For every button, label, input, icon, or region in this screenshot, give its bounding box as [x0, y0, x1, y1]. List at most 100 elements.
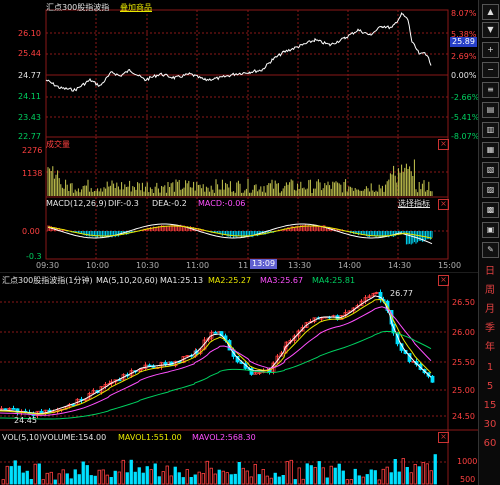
candle-body [147, 364, 152, 367]
kline-volume-bar [433, 454, 437, 485]
time-axis-label: 14:30 [388, 261, 412, 270]
settings-icon[interactable]: ▣ [482, 222, 499, 238]
price-axis-label: 24.77 [18, 71, 41, 80]
book-icon[interactable]: ▩ [482, 202, 499, 218]
period-60min[interactable]: 60 [483, 438, 497, 449]
low-price-label: 24.45 [14, 416, 37, 425]
period-month[interactable]: 月 [485, 304, 495, 315]
kline-volume-bar [129, 459, 133, 485]
candle-body [371, 292, 376, 297]
zoom-out-icon[interactable]: − [482, 62, 499, 78]
kline-volume-bar [93, 475, 97, 485]
period-30min[interactable]: 30 [483, 419, 497, 430]
pct-axis-label: -8.07% [451, 132, 480, 141]
table-icon[interactable]: ▦ [482, 142, 499, 158]
time-axis-label: 10:30 [136, 261, 160, 270]
period-1min[interactable]: 1 [486, 362, 494, 373]
kline-volume-bar [169, 475, 173, 485]
pct-axis-label: 8.07% [451, 9, 477, 18]
kline-volume-bar [1, 479, 5, 485]
macd-select-indicator[interactable]: 选择指标 [398, 199, 430, 208]
volume-title: 成交量 [46, 140, 70, 149]
zoom-in-icon[interactable]: + [482, 42, 499, 58]
kline-volume-bar [225, 472, 229, 485]
kline-volume-bar [389, 472, 393, 485]
kline-volume-bar [109, 476, 113, 485]
crosshair-time-tag: 13:09 [250, 259, 278, 269]
kline-volume-bar [213, 473, 217, 485]
macd-title: MACD(12,26,9) [46, 199, 107, 208]
kline-volume-bar [5, 465, 9, 485]
kline-volume-bar [49, 471, 53, 485]
kline-volume-bar [257, 474, 261, 485]
kline-chart[interactable]: 汇点300股指波指(1分钟) MA(5,10,20,60) MA1:25.13 … [0, 272, 478, 485]
kline-volume-bar [201, 472, 205, 485]
kline-volume-bar [25, 470, 29, 485]
kline-volume-bar [77, 474, 81, 485]
kline-volume-bar [241, 467, 245, 485]
kline-volume-bar [105, 474, 109, 485]
pct-axis-label: -5.41% [451, 113, 480, 122]
vol-axis-label: 1000 [457, 457, 478, 466]
layout-icon[interactable]: ▧ [482, 162, 499, 178]
scroll-down-icon[interactable]: ▼ [482, 22, 499, 38]
current-price-tag: 25.89 [450, 37, 477, 47]
kline-axis-label: 26.50 [452, 298, 475, 307]
candle-body [11, 407, 16, 410]
note-icon[interactable]: ▤ [482, 102, 499, 118]
scroll-up-icon[interactable]: ▲ [482, 4, 499, 20]
close-macd-icon[interactable]: × [438, 199, 449, 210]
close-volume-icon[interactable]: × [438, 139, 449, 150]
pct-axis-label: -2.66% [451, 93, 480, 102]
kline-volume-bar [81, 461, 85, 485]
kline-volume-bar [41, 479, 45, 485]
kline-volume-bar [173, 466, 177, 485]
kline-volume-bar [341, 470, 345, 485]
candle-body [121, 374, 126, 381]
candle-body [227, 340, 232, 351]
kline-volume-bar [273, 472, 277, 485]
kline-volume-bar [193, 474, 197, 485]
kline-volume-bar [293, 479, 297, 485]
kline-volume-bar [361, 476, 365, 485]
macd-dea: DEA:-0.2 [152, 199, 187, 208]
kline-volume-bar [373, 470, 377, 485]
period-day[interactable]: 日 [485, 266, 495, 277]
grid-icon[interactable]: ▨ [482, 182, 499, 198]
kline-axis-label: 26.00 [452, 328, 475, 337]
period-5min[interactable]: 5 [486, 381, 494, 392]
close-kline-icon[interactable]: × [438, 275, 449, 286]
kline-volume-bar [253, 463, 257, 485]
kline-volume-bar [217, 469, 221, 485]
vol-mavol1: MAVOL1:551.00 [118, 433, 182, 442]
ma4-value: MA4:25.81 [312, 276, 356, 285]
document-icon[interactable]: ▥ [482, 122, 499, 138]
ma-title: MA(5,10,20,60) [96, 276, 158, 285]
time-axis-label: 14:00 [338, 261, 362, 270]
kline-volume-bar [137, 467, 141, 485]
period-15min[interactable]: 15 [483, 400, 497, 411]
overlay-product-link[interactable]: 叠加商品 [120, 3, 152, 12]
pen-icon[interactable]: ✎ [482, 242, 499, 258]
kline-volume-bar [53, 479, 57, 485]
intraday-title: 汇点300股指波指 [46, 3, 110, 12]
time-axis-label: 15:00 [438, 261, 462, 270]
period-year[interactable]: 年 [485, 342, 495, 353]
candle-body [300, 327, 305, 332]
ma2-value: MA2:25.27 [208, 276, 252, 285]
intraday-chart[interactable]: 汇点300股指波指 叠加商品 26.10 25.44 24.77 24.11 2… [0, 0, 480, 272]
kline-volume-bar [21, 472, 25, 485]
kline-title: 汇点300股指波指(1分钟) [2, 276, 93, 285]
vol-title: VOL(5,10) [2, 433, 43, 442]
close-vol-icon[interactable]: × [438, 432, 449, 443]
kline-volume-bar [209, 467, 213, 485]
list-icon[interactable]: ≡ [482, 82, 499, 98]
kline-volume-bar [13, 460, 17, 485]
period-quarter[interactable]: 季 [485, 323, 495, 334]
kline-axis-label: 25.00 [452, 386, 475, 395]
kline-volume-bar [285, 461, 289, 485]
kline-volume-bar [37, 463, 41, 485]
period-week[interactable]: 周 [485, 285, 495, 296]
kline-volume-bar [189, 476, 193, 485]
kline-volume-bar [301, 478, 305, 485]
